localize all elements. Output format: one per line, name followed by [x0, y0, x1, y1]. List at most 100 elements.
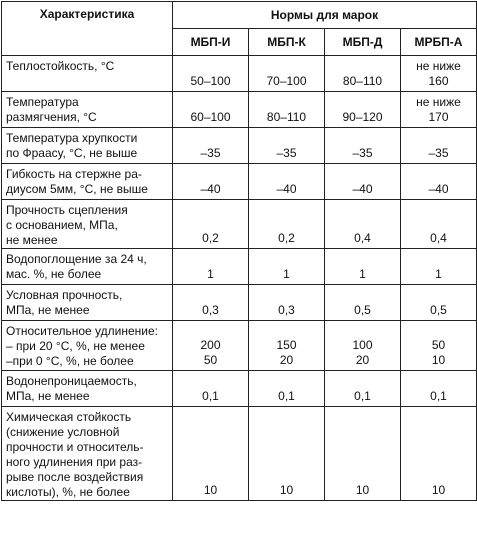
characteristic-line: мас. %, не более	[6, 267, 102, 281]
norm-value: 10	[431, 483, 446, 497]
norm-value-cell: –35	[399, 127, 477, 164]
characteristic-line: Условная прочность,	[6, 288, 123, 302]
row-characteristic: Температура хрупкости по Фраасу, °С, не в…	[1, 127, 173, 164]
table-row: Химическая стойкость (снижение условной пр…	[1, 406, 477, 501]
header-grade-mbp-d: МБП-Д	[324, 28, 401, 56]
norm-value-cell: 80–110	[248, 91, 325, 128]
norm-value: 20	[355, 353, 370, 367]
norm-value: не ниже	[416, 95, 461, 109]
table-row: Водонепроницаемость, МПа, не менее 0,1 0,1 0…	[1, 370, 477, 407]
norm-value-cell: 60–100	[172, 91, 249, 128]
norm-value: 10	[203, 483, 218, 497]
norm-value: 50	[203, 353, 218, 367]
norm-value: 200	[200, 338, 221, 352]
norm-value: 0,3	[278, 303, 295, 317]
norm-value-cell: 90–120	[324, 91, 401, 128]
norm-value: –35	[276, 146, 297, 160]
norm-value: 70–100	[266, 74, 307, 88]
norm-value-cell: 10	[248, 406, 325, 501]
table-body: Теплостойкость, °С 50–100 70–100 80–110 не н…	[1, 55, 477, 501]
characteristic-line: Теплостойкость, °С	[6, 59, 115, 73]
norm-value-cell: не ниже 160	[399, 55, 477, 92]
characteristic-line: МПа, не менее	[6, 389, 90, 403]
characteristic-line: диусом 5мм, °С, не выше	[6, 182, 148, 196]
characteristic-line: не менее	[6, 233, 58, 247]
norm-value-cell: 0,1	[248, 370, 325, 407]
characteristic-line: ного удлинения при раз-	[6, 455, 143, 469]
norm-value: –35	[200, 146, 221, 160]
table-row: Относительное удлинение: – при 20 °С, %, …	[1, 320, 477, 371]
norm-value: 0,1	[278, 389, 295, 403]
norm-value-cell: –40	[324, 163, 401, 200]
characteristic-line: Температура	[6, 95, 79, 109]
norm-value: 10	[431, 353, 446, 367]
norm-value-cell: 1	[172, 248, 249, 285]
table-row: Водопоглощение за 24 ч, мас. %, не более 1…	[1, 248, 477, 285]
header-grade-mbp-i: МБП-И	[172, 28, 249, 56]
norm-value-cell: 0,5	[399, 284, 477, 321]
row-characteristic: Водонепроницаемость, МПа, не менее	[1, 370, 173, 407]
characteristic-line: кислоты), %, не более	[6, 485, 130, 499]
norm-value-cell: 0,2	[248, 199, 325, 249]
norm-value: 50	[431, 338, 446, 352]
table-row: Температура размягчения, °С 60–100 80–110 90…	[1, 91, 477, 128]
norm-value-cell: 1	[399, 248, 477, 285]
characteristic-line: Водопоглощение за 24 ч,	[6, 252, 147, 266]
norm-value: 50–100	[190, 74, 231, 88]
norm-value: –35	[428, 146, 449, 160]
norm-value-cell: –35	[324, 127, 401, 164]
table-row: Гибкость на стержне ра-диусом 5мм, °С, н…	[1, 163, 477, 200]
norm-value: 1	[359, 267, 366, 281]
row-characteristic: Относительное удлинение: – при 20 °С, %, …	[1, 320, 173, 371]
row-characteristic: Условная прочность, МПа, не менее	[1, 284, 173, 321]
norm-value-cell: 1	[324, 248, 401, 285]
characteristic-line: размягчения, °С	[6, 110, 97, 124]
norm-value: 0,1	[202, 389, 219, 403]
norm-value-cell: 10	[172, 406, 249, 501]
norm-value: 160	[428, 74, 449, 88]
norm-value: 10	[355, 483, 370, 497]
norm-value-cell: 0,4	[324, 199, 401, 249]
norm-value-cell: не ниже 170	[399, 91, 477, 128]
norm-value: 170	[428, 110, 449, 124]
norm-value-cell: 200 50	[172, 320, 249, 371]
norm-value-cell: 50–100	[172, 55, 249, 92]
characteristic-line: Химическая стойкость	[6, 410, 132, 424]
table-header: Характеристика Нормы для марок МБП-И МБП…	[1, 1, 477, 56]
norm-value-cell: 1	[248, 248, 325, 285]
norm-value-cell: 0,3	[172, 284, 249, 321]
norm-value-cell: –40	[248, 163, 325, 200]
table-row: Температура хрупкости по Фраасу, °С, не в…	[1, 127, 477, 164]
norm-value: 0,1	[354, 389, 371, 403]
characteristic-line: (снижение условной	[6, 425, 120, 439]
norm-value: 1	[283, 267, 290, 281]
norm-value: 0,1	[430, 389, 447, 403]
header-grade-mbp-k: МБП-К	[248, 28, 325, 56]
header-norms: Нормы для марок	[171, 1, 477, 29]
characteristic-line: Водонепроницаемость,	[6, 374, 137, 388]
characteristic-line: Относительное удлинение:	[6, 324, 158, 338]
table-row: Теплостойкость, °С 50–100 70–100 80–110 не н…	[1, 55, 477, 92]
norm-value-cell: 0,1	[324, 370, 401, 407]
characteristic-line: с основанием, МПа,	[6, 218, 118, 232]
norm-value: 0,5	[430, 303, 447, 317]
norm-value-cell: 100 20	[324, 320, 401, 371]
norm-value-cell: 0,1	[172, 370, 249, 407]
norm-value: 1	[207, 267, 214, 281]
norm-value: –40	[428, 182, 449, 196]
row-characteristic: Химическая стойкость (снижение условной пр…	[1, 406, 173, 501]
norm-value: 80–110	[342, 74, 383, 88]
characteristic-line: Температура хрупкости	[6, 131, 138, 145]
table-row: Прочность сцепления с основанием, МПа, не …	[1, 199, 477, 249]
norm-value: 80–110	[266, 110, 307, 124]
norm-value-cell: 80–110	[324, 55, 401, 92]
characteristic-line: – при 20 °С, %, не менее	[6, 339, 145, 353]
norm-value: –35	[352, 146, 373, 160]
row-characteristic: Прочность сцепления с основанием, МПа, не …	[1, 199, 173, 249]
row-characteristic: Водопоглощение за 24 ч, мас. %, не более	[1, 248, 173, 285]
characteristic-line: прочности и относитель-	[6, 440, 144, 454]
norm-value: 1	[435, 267, 442, 281]
norm-value: 0,4	[430, 231, 447, 245]
row-characteristic: Температура размягчения, °С	[1, 91, 173, 128]
norm-value: 0,2	[202, 231, 219, 245]
